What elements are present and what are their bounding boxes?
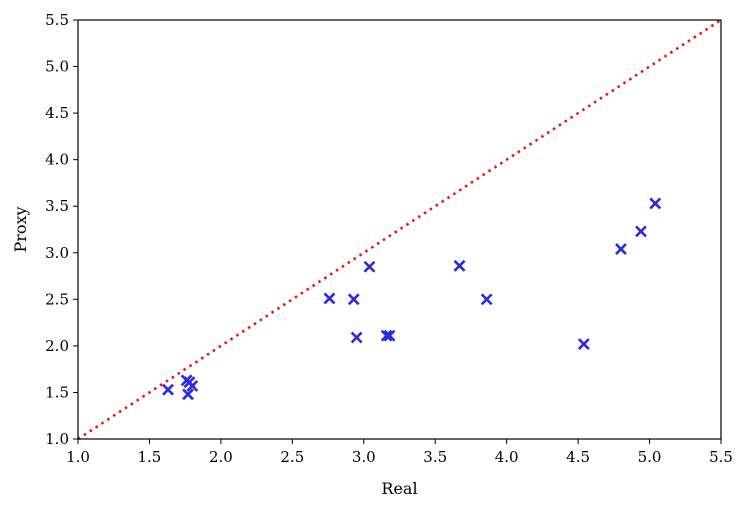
y-tick-label: 2.0: [45, 337, 69, 355]
y-tick-label: 1.5: [45, 383, 69, 401]
data-point: [350, 331, 363, 344]
reference-line-layer: [77, 18, 722, 441]
data-point: [615, 243, 627, 255]
data-points-layer: [162, 197, 662, 401]
x-tick-label: 3.5: [423, 448, 447, 466]
x-tick-label: 4.5: [566, 448, 590, 466]
x-tick-label: 5.0: [638, 448, 662, 466]
y-tick-label: 3.5: [45, 197, 69, 215]
x-tick-label: 4.0: [495, 448, 519, 466]
data-point: [186, 380, 199, 392]
y-tick-label: 5.5: [45, 11, 69, 29]
data-point: [480, 293, 493, 306]
data-point: [453, 259, 466, 272]
y-tick-label: 4.0: [45, 151, 69, 169]
data-point: [347, 293, 360, 306]
x-tick-label: 1.5: [138, 448, 162, 466]
y-tick-label: 2.5: [45, 290, 69, 308]
x-tick-label: 2.5: [280, 448, 304, 466]
axis-ticks-layer: 1.0 1.5 2.0 2.5 3.0 3.5 4.0 4.5 5.0 5.5 1.0 1.5 2.0 2…: [45, 11, 733, 466]
data-point: [323, 292, 336, 305]
data-point: [380, 329, 393, 342]
x-tick-label: 2.0: [209, 448, 233, 466]
y-tick-label: 3.0: [45, 244, 69, 262]
x-tick-label: 3.0: [352, 448, 376, 466]
data-point: [635, 225, 647, 238]
x-tick-label: 5.5: [709, 448, 733, 466]
y-tick-label: 5.0: [45, 58, 69, 76]
y-tick-label: 4.5: [45, 104, 69, 122]
y-tick-label: 1.0: [45, 430, 69, 448]
data-point: [649, 197, 662, 210]
y-axis-label: Proxy: [11, 206, 30, 252]
data-point: [383, 329, 396, 342]
plot-frame: [77, 19, 722, 440]
x-tick-label: 1.0: [66, 448, 90, 466]
data-point: [162, 383, 174, 396]
data-point: [363, 260, 376, 273]
data-point: [182, 388, 194, 401]
reference-diagonal-line: [77, 18, 722, 441]
x-axis-label: Real: [381, 479, 417, 498]
data-point: [577, 338, 590, 350]
